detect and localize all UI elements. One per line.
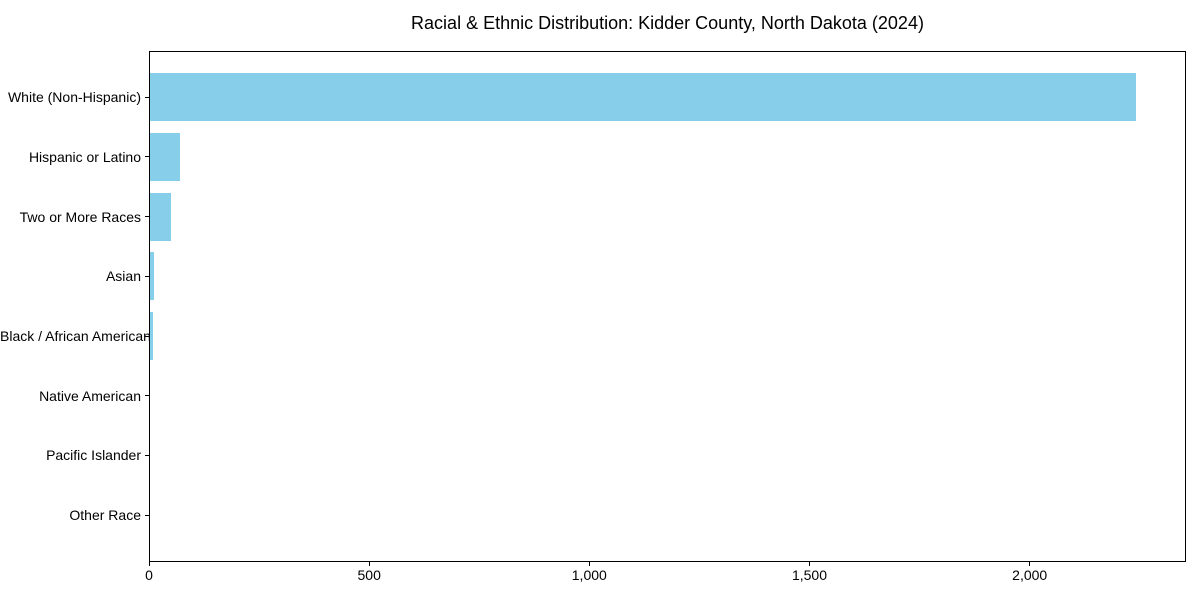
- y-tick-mark: [145, 454, 149, 456]
- y-tick-mark: [145, 216, 149, 218]
- y-tick-mark: [145, 395, 149, 397]
- y-tick-mark: [145, 335, 149, 337]
- bar: [150, 252, 154, 301]
- x-tick-mark: [148, 561, 150, 566]
- x-tick-mark: [588, 561, 590, 566]
- x-tick-label: 2,000: [1012, 567, 1048, 583]
- y-tick-mark: [145, 96, 149, 98]
- x-tick-mark: [1029, 561, 1031, 566]
- x-tick-label: 1,000: [571, 567, 607, 583]
- y-tick-label: White (Non-Hispanic): [7, 89, 141, 106]
- y-tick-label: Two or More Races: [19, 208, 141, 225]
- y-tick-mark: [145, 275, 149, 277]
- x-tick-label: 0: [145, 567, 153, 583]
- y-tick-mark: [145, 514, 149, 516]
- bar: [150, 73, 1137, 122]
- y-tick-label: Hispanic or Latino: [28, 148, 141, 165]
- y-tick-mark: [145, 156, 149, 158]
- y-tick-label: Native American: [39, 387, 141, 404]
- x-tick-label: 1,500: [791, 567, 828, 583]
- y-tick-label: Asian: [105, 268, 141, 285]
- x-tick-mark: [809, 561, 810, 566]
- y-tick-label: Black / African American: [0, 328, 151, 344]
- bar: [150, 132, 180, 181]
- bar: [150, 192, 172, 241]
- chart-title: Racial & Ethnic Distribution: Kidder Cou…: [411, 13, 924, 33]
- y-tick-label: Pacific Islander: [46, 447, 141, 464]
- bar: [150, 312, 154, 360]
- x-tick-mark: [368, 561, 370, 566]
- y-tick-label: Other Race: [69, 507, 141, 524]
- plot-area: [149, 51, 1186, 562]
- x-tick-label: 500: [357, 567, 381, 583]
